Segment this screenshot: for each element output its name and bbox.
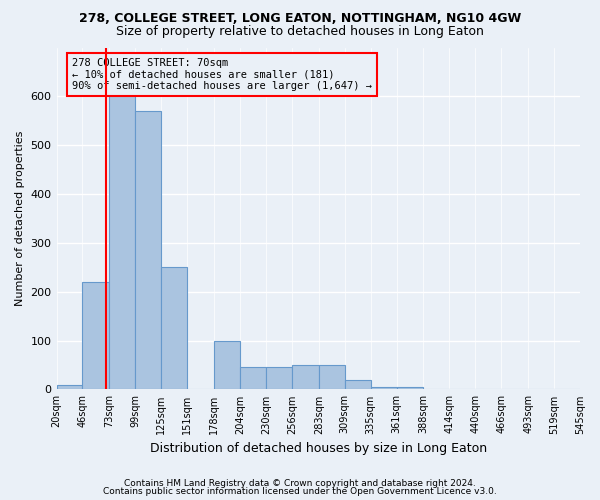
Text: 278 COLLEGE STREET: 70sqm
← 10% of detached houses are smaller (181)
90% of semi: 278 COLLEGE STREET: 70sqm ← 10% of detac… [72, 58, 372, 91]
Bar [344, 380, 371, 390]
Bar [266, 368, 292, 390]
X-axis label: Distribution of detached houses by size in Long Eaton: Distribution of detached houses by size … [150, 442, 487, 455]
Text: 278, COLLEGE STREET, LONG EATON, NOTTINGHAM, NG10 4GW: 278, COLLEGE STREET, LONG EATON, NOTTING… [79, 12, 521, 26]
Bar [136, 111, 161, 390]
Bar [371, 387, 397, 390]
Bar [82, 282, 109, 390]
Bar [56, 384, 82, 390]
Bar [319, 365, 344, 390]
Bar [292, 365, 319, 390]
Text: Contains HM Land Registry data © Crown copyright and database right 2024.: Contains HM Land Registry data © Crown c… [124, 478, 476, 488]
Bar [214, 340, 240, 390]
Bar [240, 368, 266, 390]
Bar [161, 268, 187, 390]
Bar [109, 84, 136, 390]
Bar [397, 387, 424, 390]
Text: Contains public sector information licensed under the Open Government Licence v3: Contains public sector information licen… [103, 487, 497, 496]
Text: Size of property relative to detached houses in Long Eaton: Size of property relative to detached ho… [116, 25, 484, 38]
Y-axis label: Number of detached properties: Number of detached properties [15, 131, 25, 306]
